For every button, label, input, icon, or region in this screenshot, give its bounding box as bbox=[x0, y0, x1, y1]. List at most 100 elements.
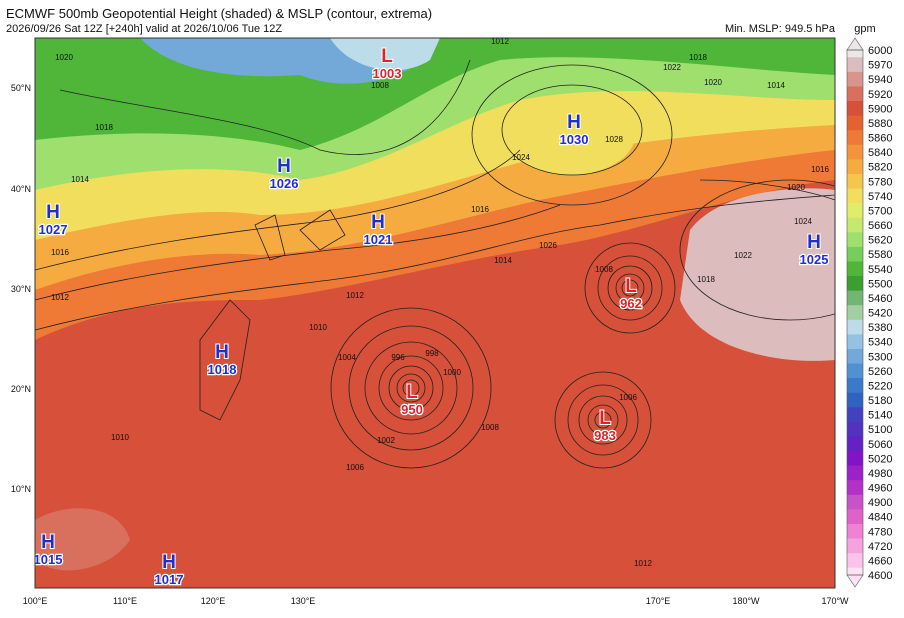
colorbar-label: 5620 bbox=[868, 235, 892, 247]
center-value: 1021 bbox=[364, 232, 393, 247]
isobar-label: 1008 bbox=[481, 423, 499, 432]
colorbar-swatch bbox=[847, 217, 863, 233]
isobar-label: 1004 bbox=[338, 353, 356, 362]
isobar-label: 1000 bbox=[443, 368, 461, 377]
center-value: 962 bbox=[620, 296, 642, 311]
colorbar-label: 5140 bbox=[868, 410, 892, 422]
isobar-label: 1012 bbox=[634, 559, 652, 568]
isobar-label: 1006 bbox=[619, 393, 637, 402]
colorbar-swatch bbox=[847, 188, 863, 204]
isobar-label: 1010 bbox=[111, 433, 129, 442]
colorbar-label: 5260 bbox=[868, 366, 892, 378]
center-letter: H bbox=[807, 232, 821, 253]
colorbar-label: 4780 bbox=[868, 526, 892, 538]
isobar-label: 1028 bbox=[605, 135, 623, 144]
center-letter: L bbox=[625, 276, 637, 297]
colorbar-swatch bbox=[847, 334, 863, 350]
colorbar-swatch bbox=[847, 101, 863, 117]
isobar-label: 1022 bbox=[663, 63, 681, 72]
isobar-label: 1022 bbox=[734, 251, 752, 260]
colorbar-label: 4980 bbox=[868, 468, 892, 480]
colorbar-swatch bbox=[847, 261, 863, 277]
center-value: 1026 bbox=[270, 176, 299, 191]
colorbar-label: 5180 bbox=[868, 395, 892, 407]
center-value: 1017 bbox=[155, 572, 184, 587]
isobar-label: 1024 bbox=[512, 153, 530, 162]
colorbar-swatch bbox=[847, 407, 863, 423]
colorbar-label: 5820 bbox=[868, 162, 892, 174]
isobar-label: 1002 bbox=[377, 436, 395, 445]
colorbar-label: 5500 bbox=[868, 278, 892, 290]
isobar-label: 1016 bbox=[51, 248, 69, 257]
isobar-label: 1016 bbox=[811, 165, 829, 174]
colorbar-swatch bbox=[847, 173, 863, 190]
colorbar-label: 5920 bbox=[868, 89, 892, 101]
center-letter: L bbox=[381, 46, 393, 67]
colorbar-label: 5970 bbox=[868, 60, 892, 72]
colorbar-swatch bbox=[847, 421, 863, 437]
colorbar-swatch bbox=[847, 276, 863, 292]
isobar-label: 1026 bbox=[539, 241, 557, 250]
colorbar-swatch bbox=[847, 436, 863, 452]
colorbar-swatch bbox=[847, 319, 863, 335]
colorbar-swatch bbox=[847, 305, 863, 321]
isobar-label: 1006 bbox=[346, 463, 364, 472]
lon-label: 170°E bbox=[646, 596, 671, 606]
colorbar-label: 4720 bbox=[868, 541, 892, 553]
center-value: 1018 bbox=[208, 362, 237, 377]
colorbar-swatch bbox=[847, 71, 863, 87]
lat-label: 10°N bbox=[11, 484, 31, 494]
center-value: 1027 bbox=[39, 222, 68, 237]
center-letter: H bbox=[277, 156, 291, 177]
center-letter: H bbox=[41, 532, 55, 553]
colorbar-label: 5340 bbox=[868, 337, 892, 349]
colorbar-label: 5300 bbox=[868, 351, 892, 363]
colorbar-swatch bbox=[847, 480, 863, 496]
center-value: 1030 bbox=[560, 132, 589, 147]
colorbar-label: 4660 bbox=[868, 555, 892, 567]
colorbar-label: 5460 bbox=[868, 293, 892, 305]
center-value: 950 bbox=[401, 402, 423, 417]
colorbar-swatch bbox=[847, 159, 863, 175]
colorbar-label: 5100 bbox=[868, 424, 892, 436]
lat-label: 30°N bbox=[11, 284, 31, 294]
colorbar-bottom bbox=[846, 574, 864, 588]
center-letter: H bbox=[567, 112, 581, 133]
colorbar-label: 5020 bbox=[868, 453, 892, 465]
colorbar-label: 5900 bbox=[868, 103, 892, 115]
isobar-label: 1012 bbox=[51, 293, 69, 302]
colorbar-swatch bbox=[847, 451, 863, 467]
lon-label: 110°E bbox=[113, 596, 137, 606]
colorbar-label: 5700 bbox=[868, 205, 892, 217]
isobar-label: 1012 bbox=[491, 37, 509, 46]
isobar-label: 1008 bbox=[595, 265, 613, 274]
center-letter: L bbox=[599, 408, 611, 429]
colorbar-top bbox=[846, 37, 864, 51]
center-letter: H bbox=[162, 552, 176, 573]
colorbar-swatch bbox=[847, 144, 863, 160]
map-frame bbox=[34, 37, 836, 589]
isobar-label: 1018 bbox=[689, 53, 707, 62]
colorbar-swatch bbox=[847, 538, 863, 554]
center-value: 983 bbox=[594, 428, 616, 443]
lon-label: 130°E bbox=[291, 596, 316, 606]
colorbar-label: 5840 bbox=[868, 147, 892, 159]
isobar-label: 1014 bbox=[767, 81, 785, 90]
colorbar-label: 5940 bbox=[868, 74, 892, 86]
colorbar-label: 5540 bbox=[868, 264, 892, 276]
lat-label: 50°N bbox=[11, 83, 31, 93]
subtitle: 2026/09/26 Sat 12Z [+240h] valid at 2026… bbox=[6, 23, 282, 35]
center-letter: L bbox=[406, 382, 418, 403]
colorbar-swatch bbox=[847, 523, 863, 540]
isobar-label: 1018 bbox=[95, 123, 113, 132]
colorbar-label: 4900 bbox=[868, 497, 892, 509]
center-value: 1015 bbox=[34, 552, 63, 567]
lon-label: 180°W bbox=[732, 596, 760, 606]
center-value: 1003 bbox=[373, 66, 402, 81]
colorbar-label: 5220 bbox=[868, 380, 892, 392]
lon-label: 170°W bbox=[821, 596, 849, 606]
colorbar-swatch bbox=[847, 465, 863, 481]
colorbar-label: 5060 bbox=[868, 439, 892, 451]
center-value: 1025 bbox=[800, 252, 829, 267]
